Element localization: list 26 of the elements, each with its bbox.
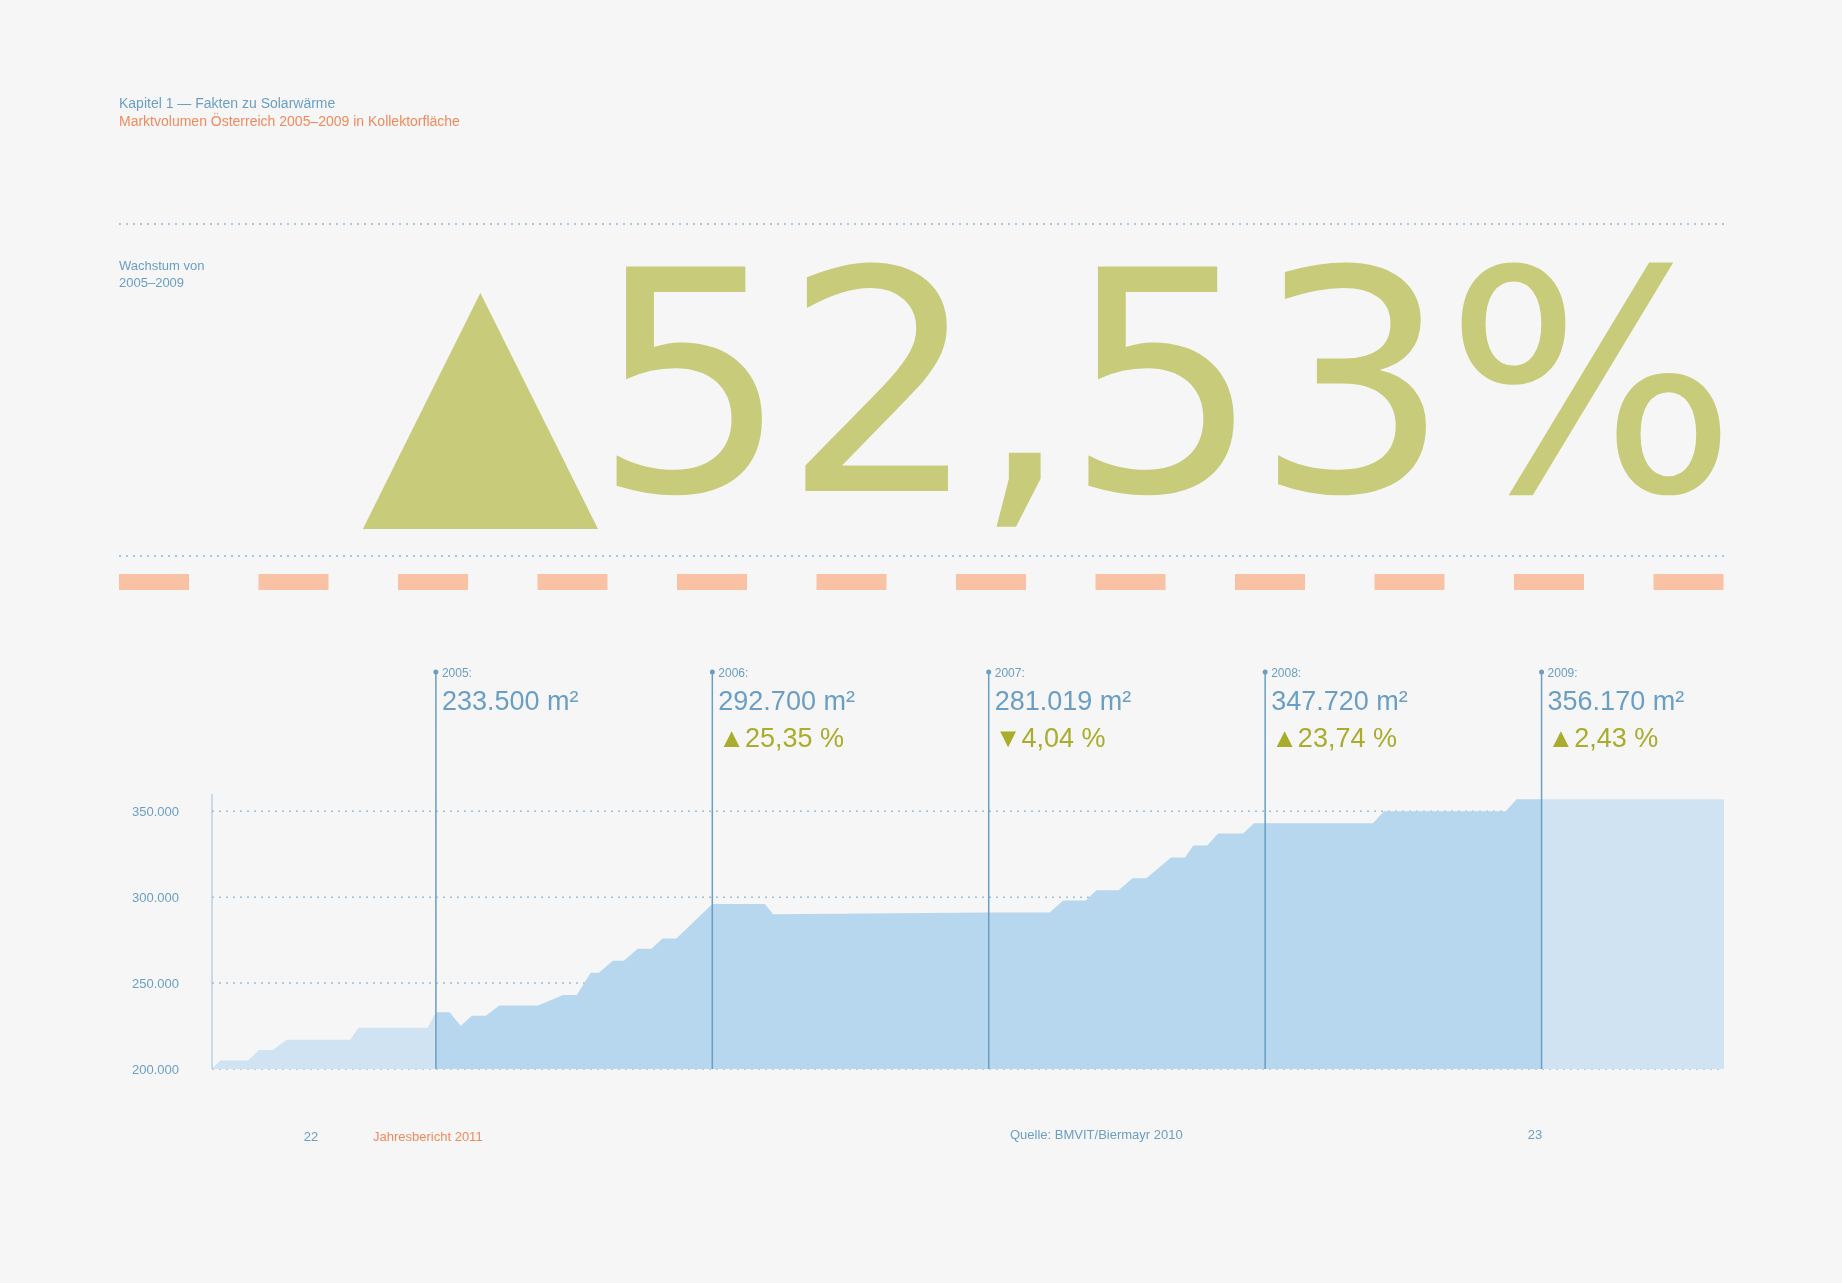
- annotation: ▲2,43 %: [1547, 723, 1659, 753]
- text: 22: [303, 1129, 319, 1144]
- annotation: 347.720 m²: [1271, 686, 1408, 716]
- y-tick-label: 200.000: [132, 1061, 179, 1077]
- text: 23: [1527, 1127, 1543, 1142]
- chart-subtitle: Kapitel 1 — Fakten zu Solarwärme: [119, 95, 336, 111]
- text: Wachstum von 2005–2009: [119, 258, 205, 290]
- text: ▲52,53%: [362, 205, 1732, 564]
- ref-line-label: 2007:: [994, 666, 1025, 680]
- annotation: ▲25,35 %: [718, 723, 845, 753]
- annotation: 233.500 m²: [441, 686, 579, 716]
- annotation: ▼4,04 %: [994, 723, 1106, 753]
- y-tick-label: 300.000: [132, 889, 179, 905]
- y-tick-label: 350.000: [132, 803, 179, 819]
- y-tick-label: 250.000: [132, 975, 179, 991]
- source-note: Quelle: BMVIT/Biermayr 2010: [1010, 1127, 1183, 1142]
- ref-line-label: 2006:: [718, 666, 749, 680]
- ref-line-label: 2005:: [441, 666, 472, 680]
- annotation: 356.170 m²: [1547, 686, 1685, 716]
- ref-line-label: 2009:: [1547, 666, 1578, 680]
- ref-line-label: 2008:: [1271, 666, 1302, 680]
- text: Jahresbericht 2011: [373, 1129, 483, 1144]
- annotation: ▲23,74 %: [1271, 723, 1397, 753]
- chart-title: Marktvolumen Österreich 2005–2009 in Kollektorfläche: [119, 112, 461, 129]
- annotation: 292.700 m²: [718, 686, 855, 716]
- annotation: 281.019 m²: [994, 686, 1132, 716]
